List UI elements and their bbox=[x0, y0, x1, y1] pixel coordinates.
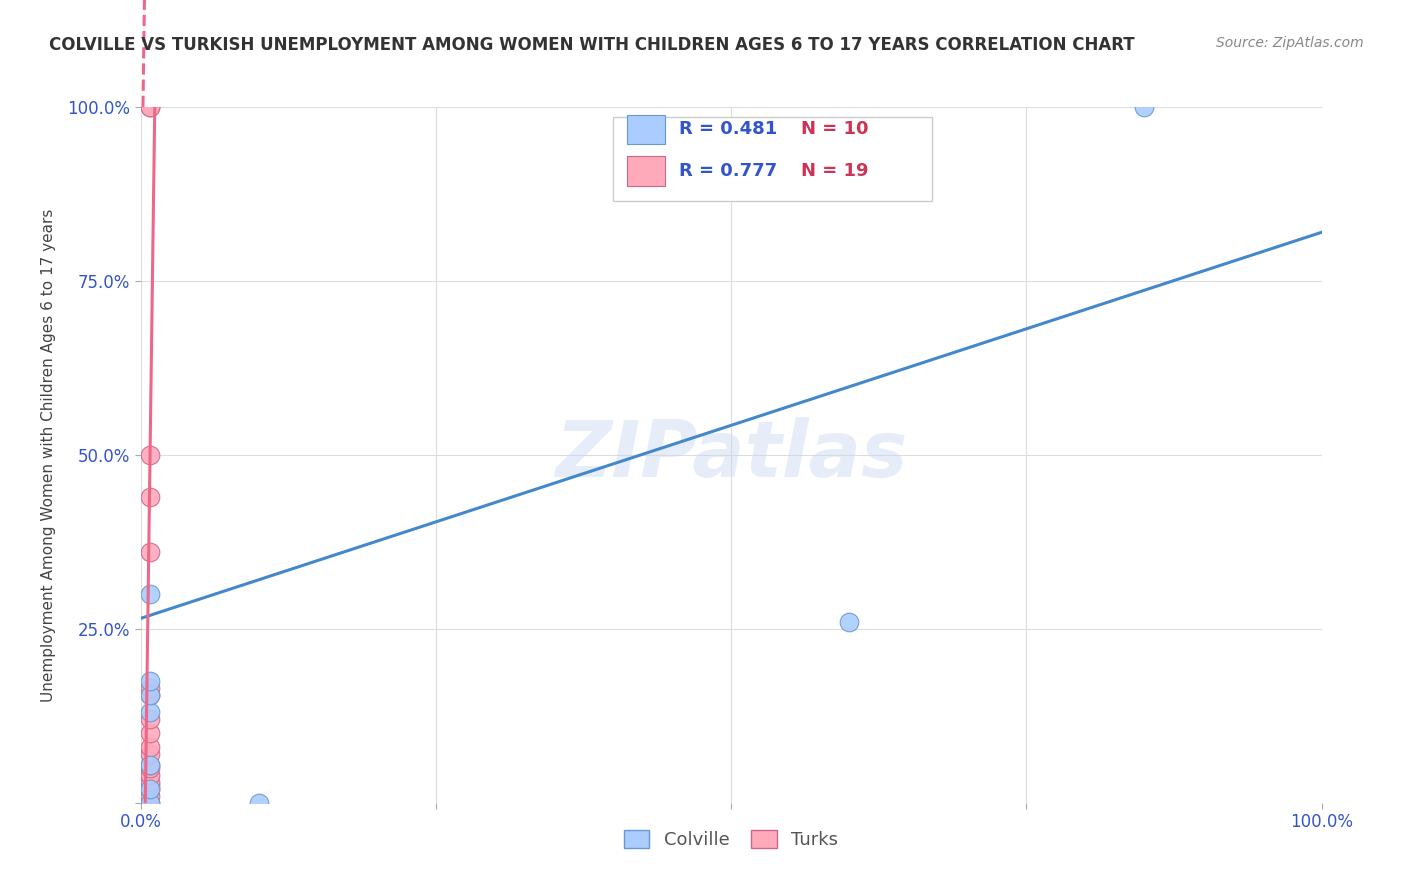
Point bbox=[139, 706, 162, 720]
Text: R = 0.777: R = 0.777 bbox=[679, 162, 778, 180]
Point bbox=[139, 490, 162, 504]
Point bbox=[139, 587, 162, 601]
Point bbox=[139, 740, 162, 755]
Text: N = 19: N = 19 bbox=[801, 162, 869, 180]
Point bbox=[139, 761, 162, 775]
Point bbox=[139, 778, 162, 793]
Bar bbox=[627, 156, 665, 186]
Point bbox=[139, 100, 162, 114]
Point bbox=[139, 781, 162, 796]
Point bbox=[139, 688, 162, 702]
Y-axis label: Unemployment Among Women with Children Ages 6 to 17 years: Unemployment Among Women with Children A… bbox=[41, 208, 56, 702]
Text: N = 10: N = 10 bbox=[801, 120, 869, 138]
Point bbox=[139, 545, 162, 559]
Point bbox=[139, 674, 162, 689]
Bar bbox=[627, 115, 665, 144]
Point bbox=[247, 796, 270, 810]
Text: Source: ZipAtlas.com: Source: ZipAtlas.com bbox=[1216, 36, 1364, 50]
Point bbox=[1133, 100, 1156, 114]
Text: R = 0.481: R = 0.481 bbox=[679, 120, 778, 138]
Point bbox=[139, 757, 162, 772]
Text: COLVILLE VS TURKISH UNEMPLOYMENT AMONG WOMEN WITH CHILDREN AGES 6 TO 17 YEARS CO: COLVILLE VS TURKISH UNEMPLOYMENT AMONG W… bbox=[49, 36, 1135, 54]
Point bbox=[139, 796, 162, 810]
Point bbox=[139, 100, 162, 114]
Legend: Colville, Turks: Colville, Turks bbox=[617, 823, 845, 856]
Point bbox=[139, 768, 162, 782]
Point bbox=[139, 757, 162, 772]
Point bbox=[139, 448, 162, 462]
Point bbox=[139, 789, 162, 803]
Point bbox=[139, 747, 162, 761]
FancyBboxPatch shape bbox=[613, 118, 932, 201]
Point bbox=[139, 712, 162, 726]
Point bbox=[139, 775, 162, 789]
Point bbox=[139, 688, 162, 702]
Point bbox=[139, 726, 162, 740]
Text: ZIPatlas: ZIPatlas bbox=[555, 417, 907, 493]
Point bbox=[139, 681, 162, 695]
Point bbox=[139, 796, 162, 810]
Point bbox=[838, 615, 860, 629]
Point bbox=[139, 781, 162, 796]
